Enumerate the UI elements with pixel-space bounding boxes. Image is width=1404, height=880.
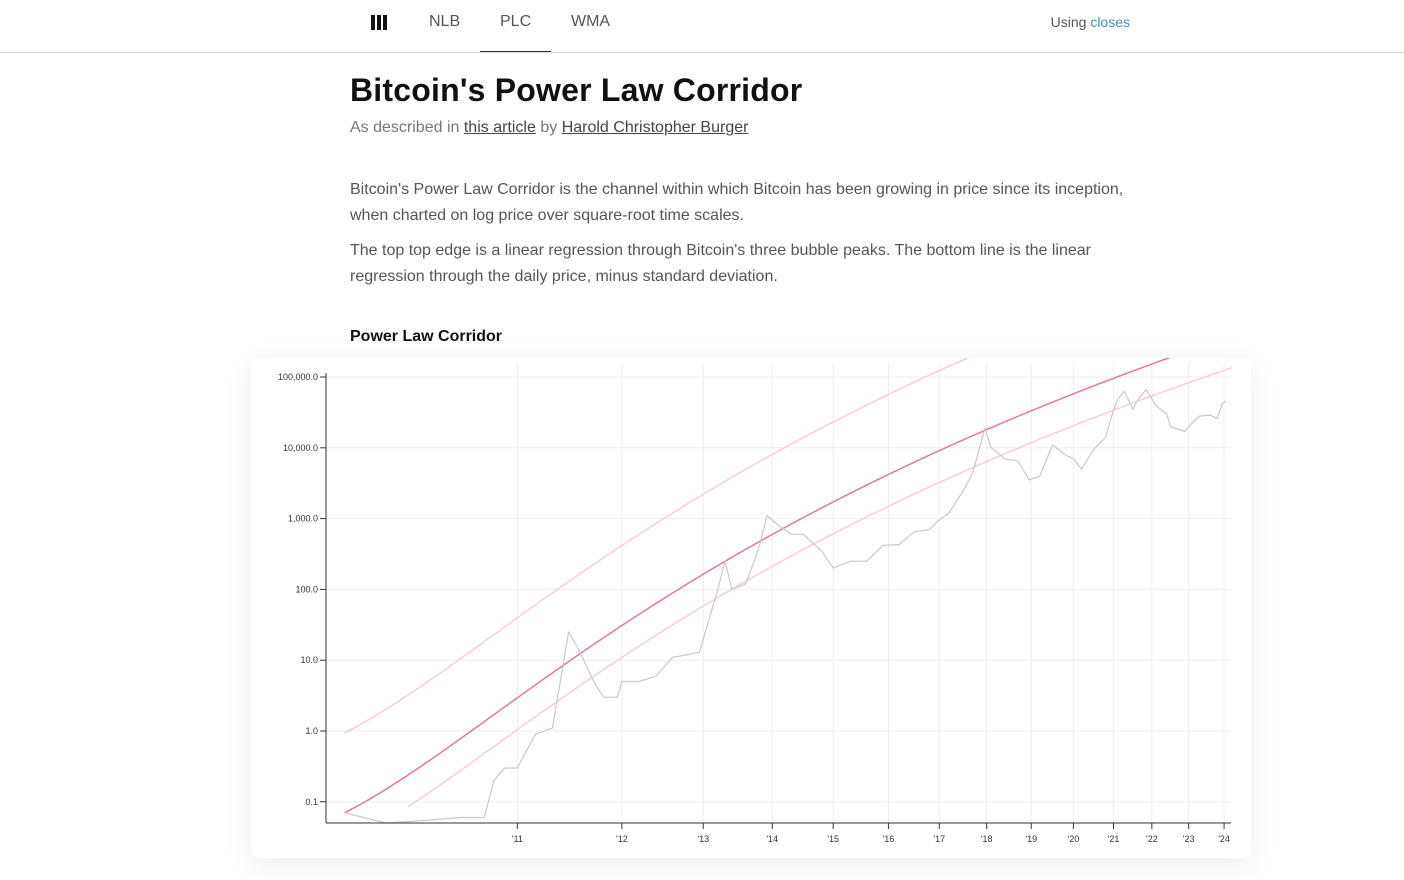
- tab-plc[interactable]: PLC: [479, 13, 552, 52]
- power-law-chart: 100,000.0 10,000.0 1,000.0 100.0 10.0 1.0 0.1 '…: [278, 358, 1233, 844]
- top-navigation: NLB PLC WMA Using closes: [0, 0, 1404, 53]
- intro-paragraph-1: Bitcoin's Power Law Corridor is the chan…: [350, 181, 1124, 224]
- corridor-lower-line: [408, 366, 1233, 808]
- bars-icon[interactable]: [371, 15, 388, 30]
- data-source-indicator: Using closes: [1051, 14, 1130, 30]
- x-tick-label: '19: [1025, 834, 1037, 844]
- tab-wma[interactable]: WMA: [571, 13, 611, 30]
- x-tick-label: '18: [981, 834, 993, 844]
- chart-card: 100,000.0 10,000.0 1,000.0 100.0 10.0 1.0 0.1 '…: [251, 358, 1251, 858]
- page-title: Bitcoin's Power Law Corridor: [350, 72, 803, 108]
- tab-nlb[interactable]: NLB: [429, 13, 461, 30]
- x-tick-label: '23: [1183, 834, 1195, 844]
- x-tick-label: '22: [1146, 834, 1158, 844]
- y-tick-label: 1.0: [305, 726, 318, 736]
- corridor-upper-line: [344, 358, 970, 734]
- article-link[interactable]: this article: [463, 119, 536, 136]
- closes-link[interactable]: closes: [1090, 14, 1130, 30]
- subtitle-prefix: As described in: [350, 119, 460, 136]
- y-tick-label: 0.1: [305, 797, 318, 807]
- author-link[interactable]: Harold Christopher Burger: [561, 119, 749, 136]
- x-tick-label: '14: [766, 834, 778, 844]
- chart-axes: 100,000.0 10,000.0 1,000.0 100.0 10.0 1.0 0.1 '…: [278, 372, 1231, 844]
- page-subtitle: As described in this article by Harold C…: [350, 119, 748, 137]
- x-tick-label: '11: [512, 834, 523, 844]
- corridor-lines: [344, 358, 1233, 814]
- price-series: [344, 388, 1227, 824]
- chart-title: Power Law Corridor: [350, 328, 503, 345]
- x-tick-label: '21: [1108, 834, 1120, 844]
- x-tick-label: '15: [827, 834, 839, 844]
- x-tick-label: '24: [1218, 834, 1230, 844]
- y-tick-label: 1,000.0: [288, 514, 318, 524]
- chart-grid: [326, 363, 1231, 823]
- regression-line: [344, 358, 1171, 814]
- subtitle-by: by: [540, 119, 558, 136]
- y-tick-label: 10,000.0: [283, 443, 318, 453]
- x-tick-label: '16: [883, 834, 895, 844]
- x-tick-label: '20: [1068, 834, 1080, 844]
- x-tick-label: '17: [933, 834, 945, 844]
- price-line: [344, 388, 1227, 824]
- y-tick-label: 100.0: [295, 584, 318, 594]
- y-tick-label: 100,000.0: [278, 372, 318, 382]
- using-label: Using: [1050, 14, 1087, 30]
- intro-paragraph-2: The top top edge is a linear regression …: [350, 242, 1091, 285]
- x-tick-label: '12: [616, 834, 628, 844]
- y-tick-label: 10.0: [300, 655, 318, 665]
- x-tick-label: '13: [697, 834, 709, 844]
